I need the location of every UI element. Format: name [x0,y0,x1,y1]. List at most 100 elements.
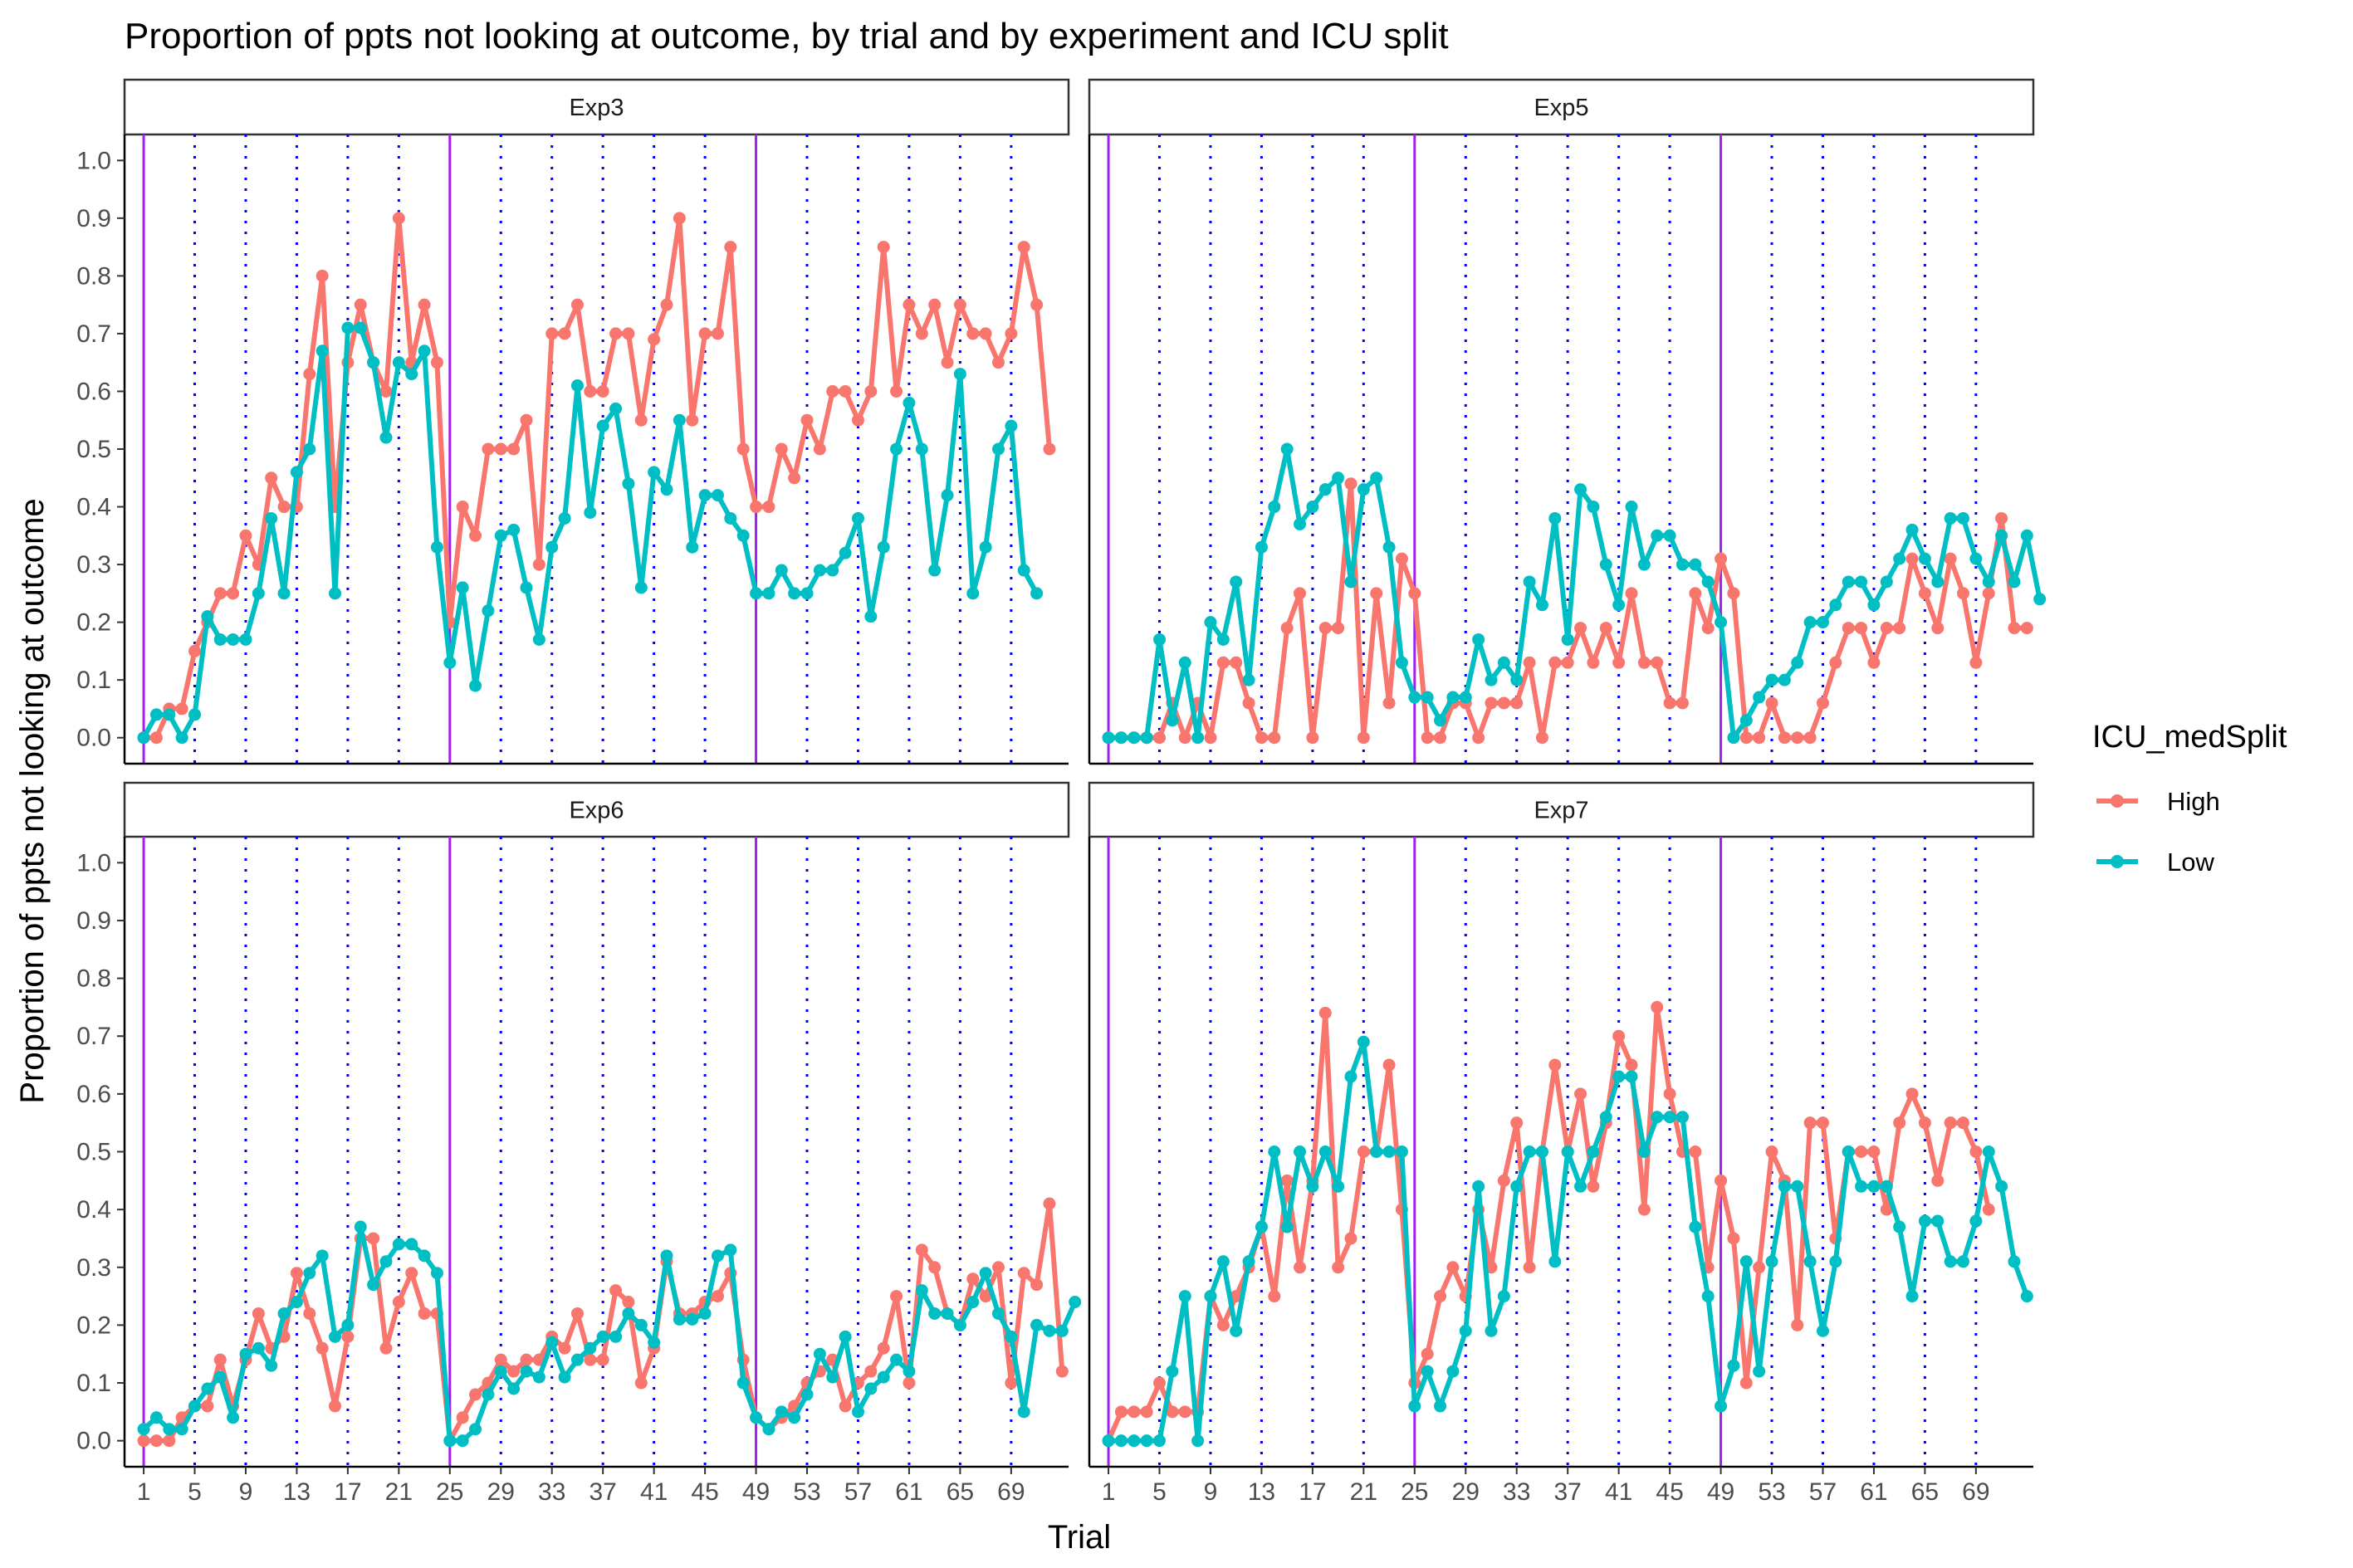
data-point [520,581,533,594]
data-point [1370,1145,1383,1158]
data-point [277,501,291,514]
data-point [1867,598,1881,612]
data-point [1778,731,1791,745]
data-point [750,587,763,600]
data-point [1803,731,1817,745]
data-point [1855,1145,1868,1158]
data-point [979,540,992,554]
data-point [1421,731,1434,745]
data-point [1166,1365,1179,1378]
data-point [1689,587,1702,600]
data-point [558,1341,571,1355]
data-point [1561,633,1574,646]
data-point [1969,1214,1983,1228]
data-point [1166,1405,1179,1419]
data-point [494,1353,507,1366]
strip-box [1088,78,2035,136]
data-point [1905,523,1919,536]
data-point [584,506,597,519]
data-point [1191,731,1205,745]
data-point [750,501,763,514]
y-tick-label: 0.4 [76,494,111,521]
data-point [392,1296,405,1309]
data-point [915,327,928,340]
data-point [1191,1434,1205,1448]
data-point [584,384,597,398]
data-point [1855,575,1868,589]
data-point [622,1307,635,1320]
data-point [1918,552,1931,565]
data-point [379,1341,393,1355]
data-point [1995,1180,2008,1193]
x-tick-label: 49 [1707,1478,1734,1506]
data-point [1931,622,1945,635]
data-point [813,442,826,456]
data-point [2020,1290,2033,1303]
data-point [1280,1174,1294,1187]
data-point [405,1238,418,1251]
data-point [1005,1376,1018,1390]
data-point [648,1336,661,1349]
data-point [1855,1180,1868,1193]
data-point [316,1341,329,1355]
data-point [966,1272,980,1286]
series-low [137,1220,1082,1448]
data-point [1408,587,1421,600]
data-point [137,731,150,745]
data-point [1102,731,1115,745]
data-point [928,1307,942,1320]
data-point [1637,1145,1651,1158]
x-tick-label: 53 [1758,1478,1785,1506]
data-point [915,1243,928,1257]
x-tick-label: 65 [947,1478,974,1506]
data-point [469,1423,482,1436]
data-point [1055,1365,1069,1378]
data-point [430,1267,443,1280]
data-point [915,1284,928,1297]
y-tick-label: 0.2 [76,609,111,637]
data-point [1318,622,1332,635]
y-tick-label: 0.0 [76,725,111,752]
data-point [839,1399,852,1413]
data-point [1421,1365,1434,1378]
data-point [1128,731,1141,745]
data-point [1982,1145,1995,1158]
data-point [1587,501,1600,514]
data-point [1599,622,1612,635]
data-point [1472,1180,1485,1193]
data-point [545,540,559,554]
legend-key-point [2111,855,2124,868]
x-tick-label: 53 [793,1478,820,1506]
data-point [1294,1145,1307,1158]
data-point [762,1423,775,1436]
data-point [1765,673,1778,686]
data-point [1318,483,1332,496]
data-point [545,1336,559,1349]
data-point [149,1434,163,1448]
series-high [1102,477,2033,745]
data-point [1727,731,1740,745]
data-point [941,1307,954,1320]
data-point [1242,696,1255,710]
data-point [1017,1405,1030,1419]
data-point [1153,633,1167,646]
data-point [1357,1145,1370,1158]
data-point [903,1376,916,1390]
data-point [1069,1296,1082,1309]
data-point [494,529,507,542]
data-point [1905,552,1919,565]
data-point [903,1365,916,1378]
data-point [1344,1232,1358,1245]
data-point [469,529,482,542]
x-tick-label: 33 [538,1478,565,1506]
data-point [1753,731,1766,745]
panel-exp3: Exp3 0.0 0.1 0.2 0.3 0.4 0.5 0.6 0.7 0.8 0.9 1.0 [76,78,1070,765]
data-point [303,442,316,456]
data-point [507,1382,521,1395]
data-point [1485,1324,1498,1337]
data-point [507,1365,521,1378]
data-point [851,1405,864,1419]
data-point [953,298,966,311]
data-point [316,344,329,358]
data-point [1294,587,1307,600]
